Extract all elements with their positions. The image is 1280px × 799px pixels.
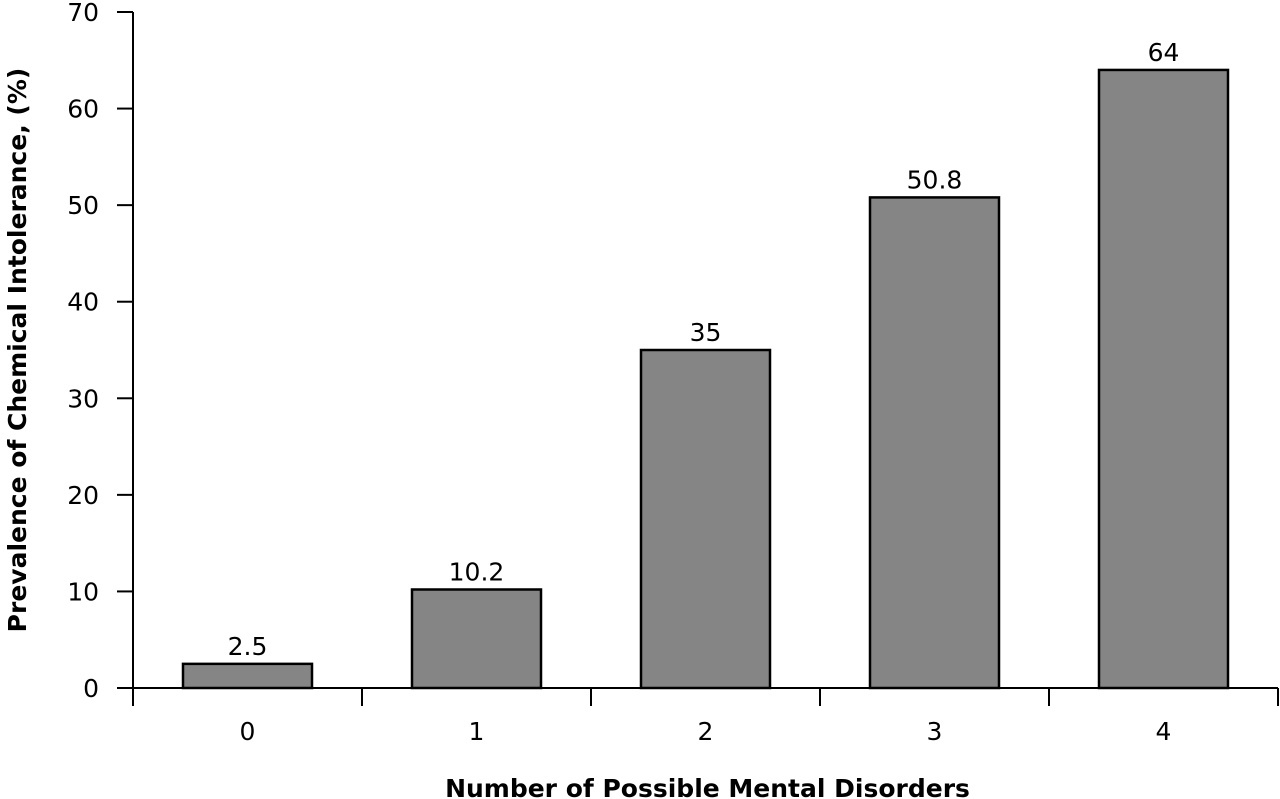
- y-tick-label: 60: [67, 95, 99, 124]
- x-tick-label: 1: [469, 717, 485, 746]
- y-tick-label: 50: [67, 191, 99, 220]
- bar: [639, 348, 772, 690]
- bar-value-label: 35: [690, 318, 722, 347]
- bar: [1097, 68, 1230, 690]
- bar-value-label: 2.5: [228, 632, 268, 661]
- bars-layer: [181, 68, 1230, 690]
- bar: [410, 588, 543, 690]
- y-tick-label: 70: [67, 0, 99, 27]
- bar-value-label: 64: [1148, 38, 1180, 67]
- y-tick-label: 20: [67, 481, 99, 510]
- x-ticks: 0 1 2 3 4: [132, 688, 1279, 746]
- data-labels: 2.5 10.2 35 50.8 64: [228, 38, 1180, 661]
- x-tick-label: 3: [927, 717, 943, 746]
- y-tick-label: 0: [83, 674, 99, 703]
- bar-value-label: 10.2: [449, 557, 505, 586]
- x-tick-label: 4: [1156, 717, 1172, 746]
- x-tick-label: 0: [240, 717, 256, 746]
- x-axis-title: Number of Possible Mental Disorders: [445, 774, 970, 799]
- bar-value-label: 50.8: [907, 165, 963, 194]
- y-ticks: 0 10 20 30 40 50 60 70: [67, 0, 133, 703]
- bar: [868, 196, 1001, 690]
- bar: [181, 662, 314, 690]
- y-tick-label: 30: [67, 384, 99, 413]
- x-tick-label: 2: [698, 717, 714, 746]
- y-axis-title: Prevalence of Chemical Intolerance, (%): [3, 68, 32, 633]
- y-tick-label: 10: [67, 577, 99, 606]
- axes-layer: [132, 12, 1278, 689]
- y-tick-label: 40: [67, 288, 99, 317]
